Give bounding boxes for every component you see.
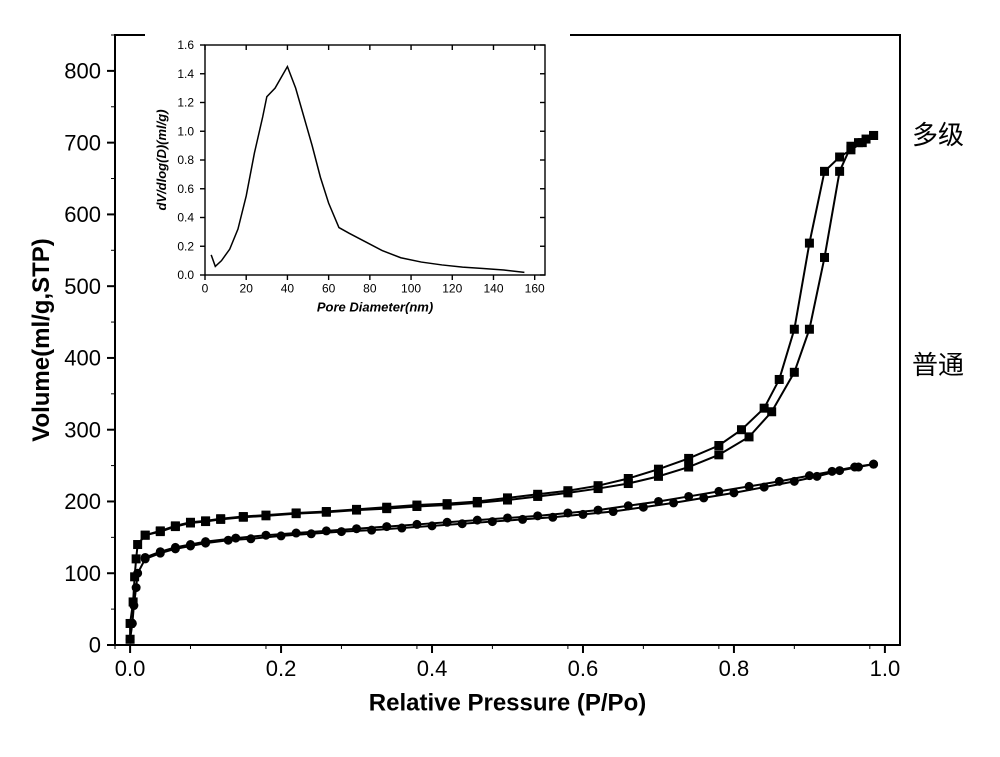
svg-text:1.6: 1.6 bbox=[177, 38, 194, 52]
svg-text:0.6: 0.6 bbox=[177, 182, 194, 196]
chart-canvas: 0.00.20.40.60.81.00100200300400500600700… bbox=[0, 0, 1000, 757]
series-label-multi: 多级 bbox=[912, 115, 964, 152]
svg-text:600: 600 bbox=[64, 202, 101, 227]
svg-text:160: 160 bbox=[525, 282, 545, 296]
svg-text:500: 500 bbox=[64, 274, 101, 299]
svg-text:0.4: 0.4 bbox=[177, 211, 194, 225]
svg-text:80: 80 bbox=[363, 282, 377, 296]
svg-text:1.4: 1.4 bbox=[177, 67, 194, 81]
svg-text:140: 140 bbox=[483, 282, 503, 296]
svg-text:100: 100 bbox=[64, 561, 101, 586]
svg-text:0.0: 0.0 bbox=[177, 268, 194, 282]
svg-text:0.4: 0.4 bbox=[417, 656, 448, 681]
svg-text:300: 300 bbox=[64, 417, 101, 442]
svg-text:1.0: 1.0 bbox=[177, 124, 194, 138]
svg-text:0.8: 0.8 bbox=[177, 153, 194, 167]
svg-text:Pore Diameter(nm): Pore Diameter(nm) bbox=[317, 299, 433, 314]
svg-text:200: 200 bbox=[64, 489, 101, 514]
svg-text:1.0: 1.0 bbox=[870, 656, 901, 681]
svg-text:0.0: 0.0 bbox=[115, 656, 146, 681]
svg-text:800: 800 bbox=[64, 59, 101, 84]
svg-text:0.2: 0.2 bbox=[177, 239, 194, 253]
svg-text:60: 60 bbox=[322, 282, 336, 296]
svg-text:120: 120 bbox=[442, 282, 462, 296]
svg-text:100: 100 bbox=[401, 282, 421, 296]
main-chart-svg: 0.00.20.40.60.81.00100200300400500600700… bbox=[0, 0, 1000, 757]
svg-text:700: 700 bbox=[64, 130, 101, 155]
svg-text:40: 40 bbox=[281, 282, 295, 296]
svg-text:Volume(ml/g,STP): Volume(ml/g,STP) bbox=[28, 238, 55, 442]
svg-text:0.6: 0.6 bbox=[568, 656, 599, 681]
svg-text:400: 400 bbox=[64, 346, 101, 371]
svg-text:Relative Pressure (P/Po): Relative Pressure (P/Po) bbox=[369, 690, 646, 717]
svg-text:0: 0 bbox=[89, 633, 101, 658]
svg-text:dV/dlog(D)(ml/g): dV/dlog(D)(ml/g) bbox=[154, 109, 169, 210]
svg-text:1.2: 1.2 bbox=[177, 96, 194, 110]
svg-text:0: 0 bbox=[202, 282, 209, 296]
svg-text:20: 20 bbox=[240, 282, 254, 296]
svg-text:0.8: 0.8 bbox=[719, 656, 750, 681]
svg-text:0.2: 0.2 bbox=[266, 656, 297, 681]
series-label-normal: 普通 bbox=[912, 345, 964, 382]
